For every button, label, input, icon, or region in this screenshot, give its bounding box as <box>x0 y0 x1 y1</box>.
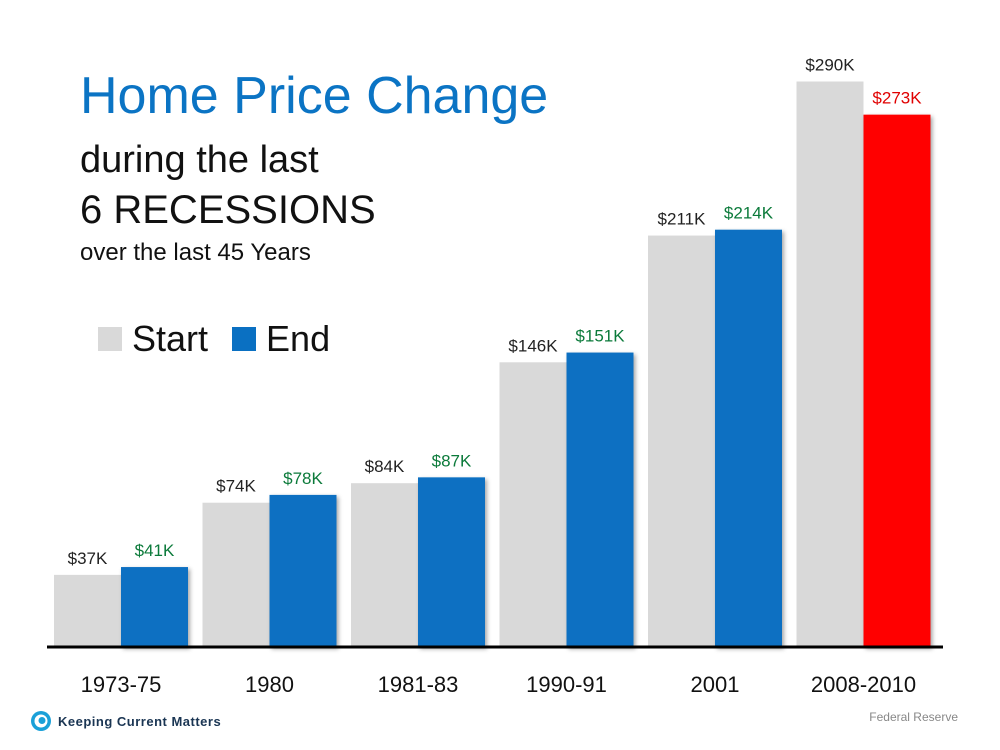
data-label-start-2001: $211K <box>658 210 707 229</box>
data-label-end-1981-83: $87K <box>432 451 472 470</box>
data-label-start-1981-83: $84K <box>365 457 405 476</box>
category-label-2008-2010: 2008-2010 <box>811 672 916 697</box>
chart-title: Home Price Change <box>80 67 549 125</box>
data-label-start-1980: $74K <box>216 477 256 496</box>
category-label-1990-91: 1990-91 <box>526 672 607 697</box>
bar-start-1980 <box>202 502 270 647</box>
bars-layer <box>54 81 931 648</box>
legend-item-start: Start <box>98 318 208 360</box>
bar-start-1981-83 <box>351 483 418 647</box>
data-label-end-1990-91: $151K <box>575 327 625 346</box>
category-label-1980: 1980 <box>245 672 294 697</box>
bar-start-1973-75 <box>54 574 121 647</box>
brand-name: Keeping Current Matters <box>58 713 222 729</box>
category-label-1981-83: 1981-83 <box>378 672 459 697</box>
chart-subtitle-line-1: during the last <box>80 139 319 181</box>
legend: Start End <box>98 318 354 360</box>
source-note: Federal Reserve <box>869 710 958 724</box>
data-label-end-1980: $78K <box>283 469 323 488</box>
bar-end-2008-2010 <box>863 114 931 647</box>
category-label-1973-75: 1973-75 <box>81 672 162 697</box>
bar-start-1990-91 <box>499 362 567 647</box>
brand-logo: Keeping Current Matters <box>30 710 221 732</box>
chart-subtitle-line-2: 6 RECESSIONS <box>80 188 376 232</box>
bar-start-2001 <box>648 235 715 648</box>
legend-swatch-start <box>98 327 122 351</box>
data-label-start-1990-91: $146K <box>508 336 558 355</box>
chart-subtitle-line-3: over the last 45 Years <box>80 239 311 266</box>
bar-end-1990-91 <box>566 352 634 647</box>
legend-swatch-end <box>232 327 257 351</box>
data-label-end-2008-2010: $273K <box>872 89 922 108</box>
bar-end-2001 <box>715 229 782 647</box>
data-label-start-1973-75: $37K <box>68 549 108 568</box>
bar-end-1981-83 <box>418 477 485 647</box>
data-label-end-2001: $214K <box>724 204 774 223</box>
legend-item-end: End <box>232 318 330 360</box>
data-label-end-1973-75: $41K <box>135 541 175 560</box>
category-label-2001: 2001 <box>691 672 740 697</box>
bar-end-1980 <box>269 494 337 647</box>
title-block: Home Price Change during the last 6 RECE… <box>80 66 548 270</box>
legend-label-end: End <box>266 318 331 359</box>
data-label-start-2008-2010: $290K <box>805 56 855 75</box>
brand-swirl-icon <box>31 711 51 731</box>
labels-layer: $37K $41K 1973-75 $74K $78K 1980 $84K $87K 1981-… <box>68 56 923 698</box>
bar-end-1973-75 <box>121 567 188 647</box>
legend-label-start: Start <box>132 318 209 359</box>
bar-start-2008-2010 <box>796 81 864 647</box>
